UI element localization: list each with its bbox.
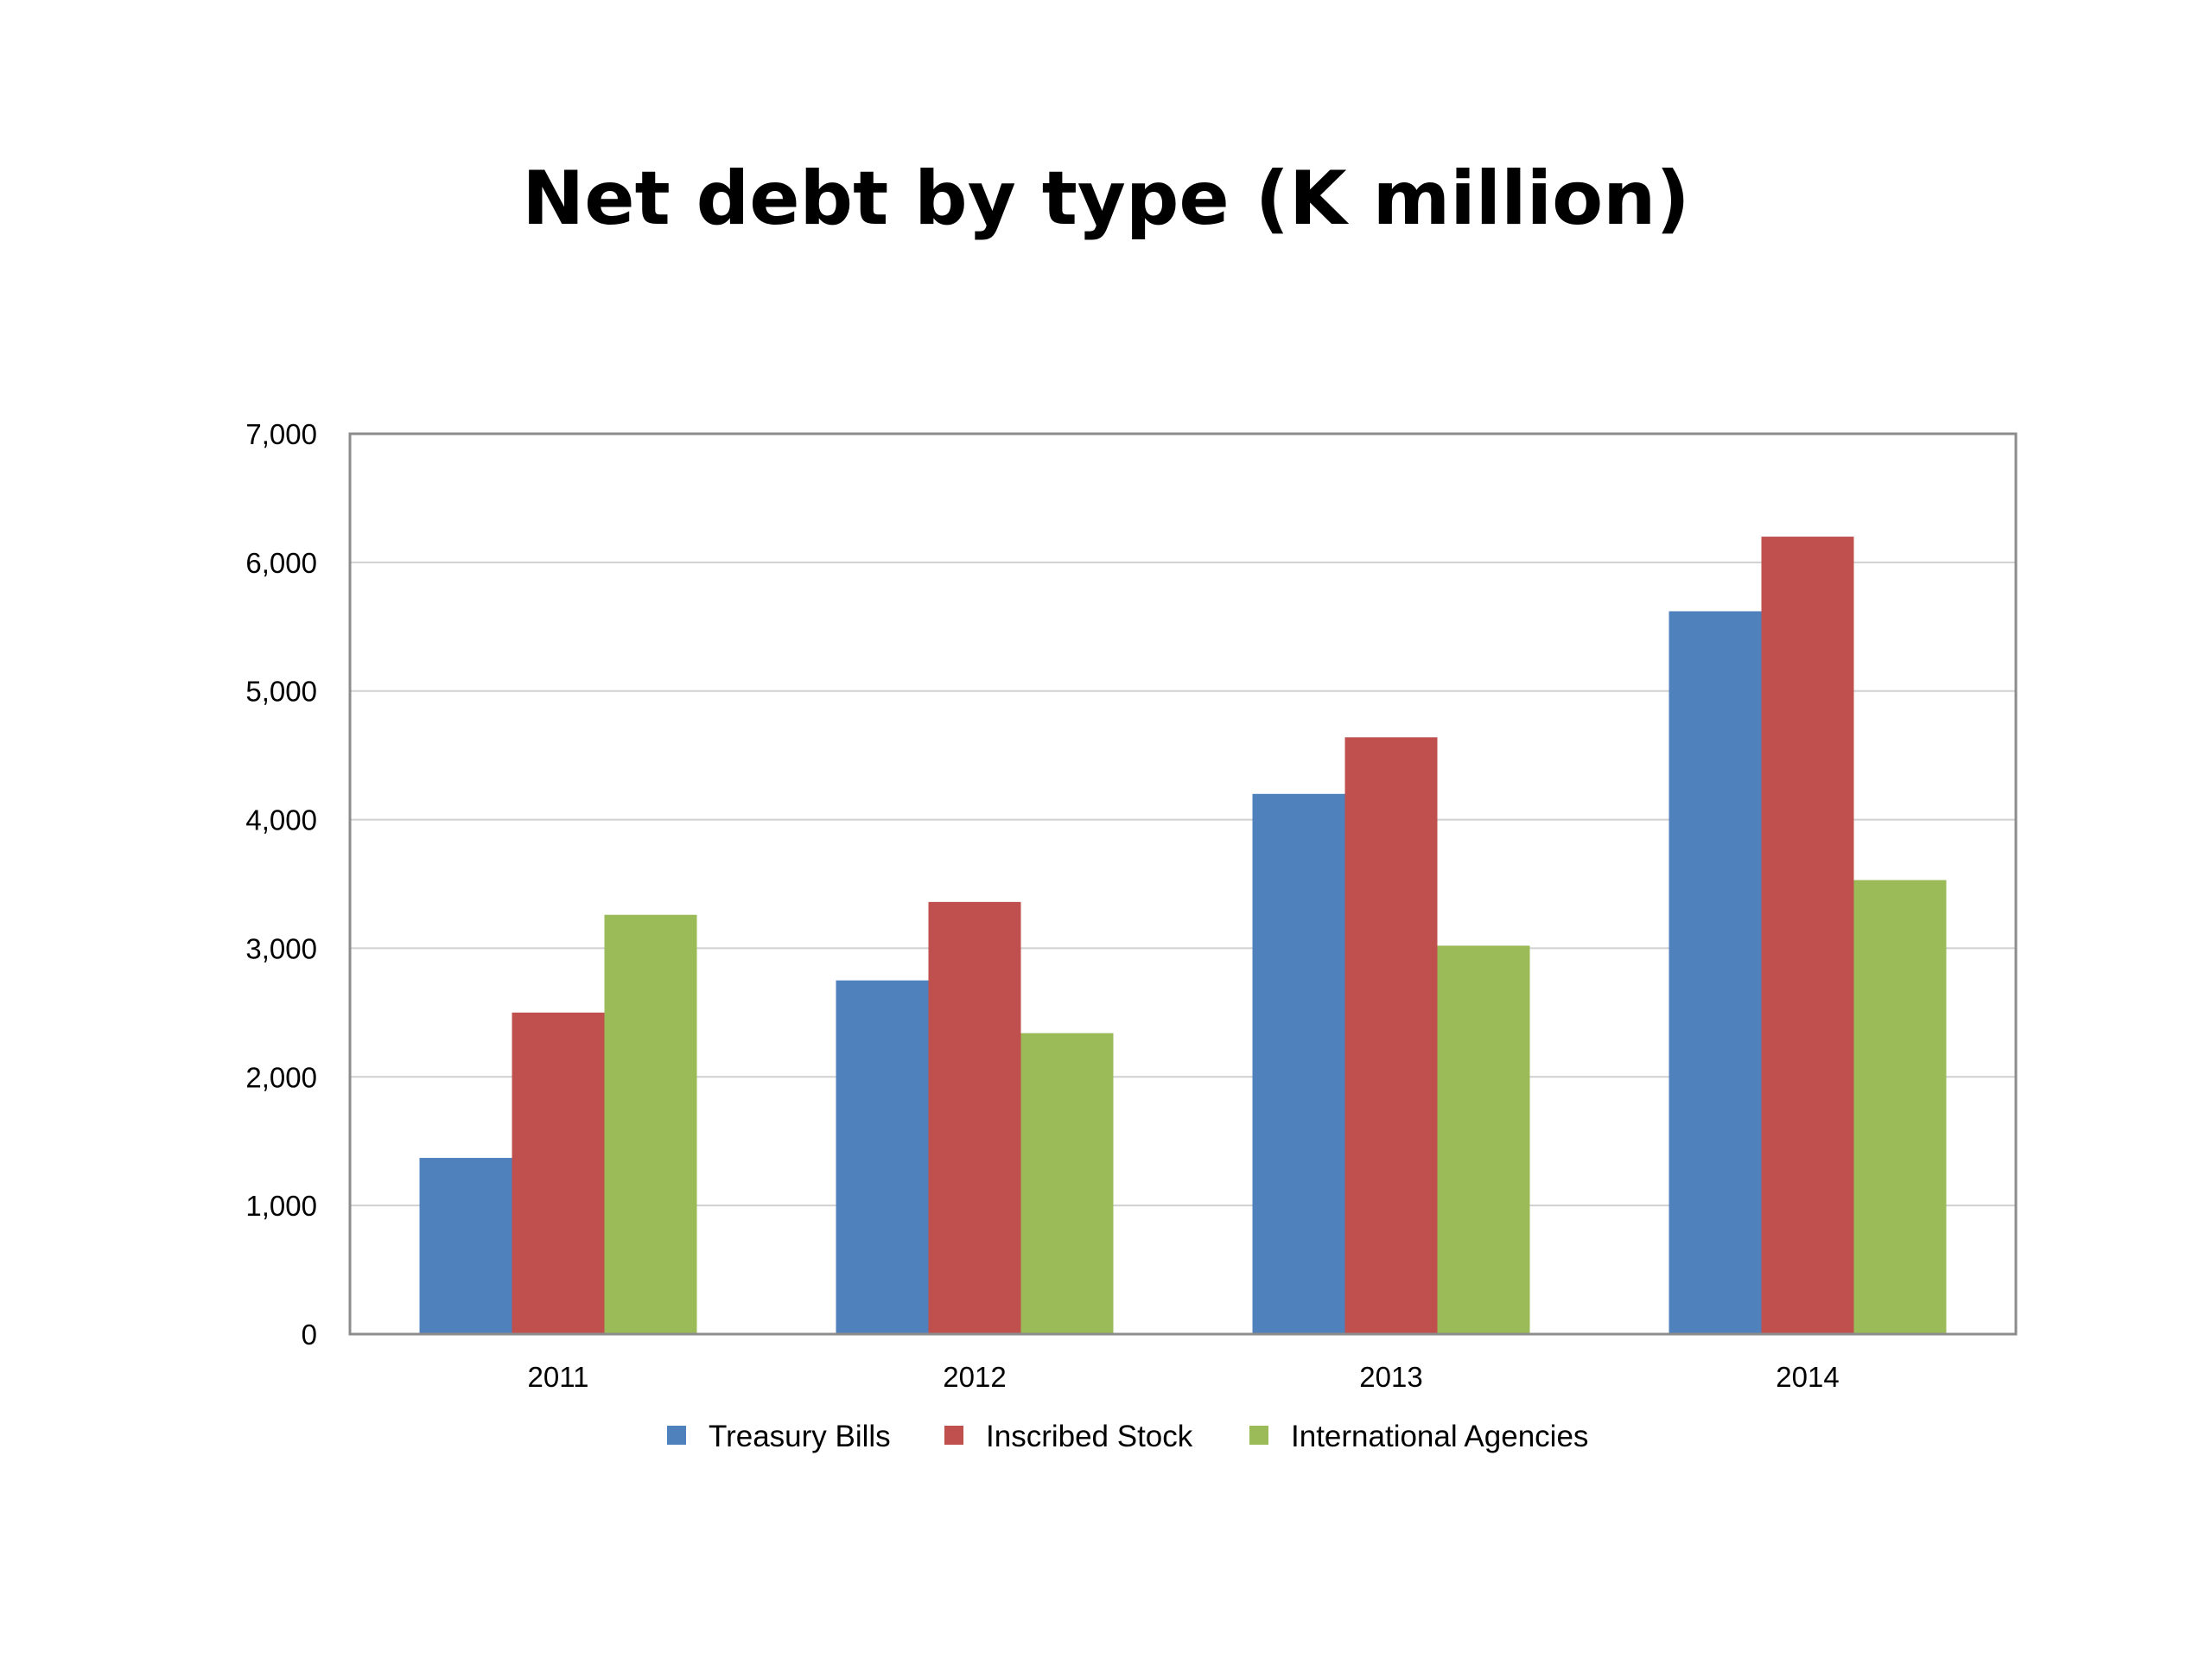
bar-treasury-bills-2014: [1669, 611, 1762, 1334]
y-tick-label: 7,000: [245, 418, 317, 450]
legend-swatch: [944, 1426, 963, 1445]
legend-label: International Agencies: [1291, 1420, 1588, 1453]
x-tick-label: 2011: [528, 1361, 589, 1393]
bar-inscribed-stock-2014: [1761, 537, 1854, 1334]
bar-inscribed-stock-2012: [928, 901, 1021, 1334]
legend-label: Treasury Bills: [709, 1420, 891, 1453]
x-tick-label: 2013: [1359, 1361, 1422, 1393]
y-tick-label: 6,000: [245, 547, 317, 579]
bar-international-agencies-2013: [1437, 945, 1530, 1334]
legend-swatch: [667, 1426, 686, 1445]
y-tick-label: 3,000: [245, 932, 317, 964]
bar-inscribed-stock-2013: [1344, 737, 1438, 1334]
bar-treasury-bills-2011: [419, 1158, 512, 1334]
bar-treasury-bills-2013: [1252, 793, 1345, 1334]
bars: [419, 537, 1947, 1334]
y-tick-label: 5,000: [245, 676, 317, 708]
bar-international-agencies-2014: [1853, 880, 1947, 1334]
legend-label: Inscribed Stock: [986, 1420, 1193, 1453]
legend: Treasury Bills Inscribed Stock Internation…: [667, 1420, 1588, 1453]
y-tick-label: 4,000: [245, 804, 317, 836]
bar-treasury-bills-2012: [836, 980, 929, 1334]
x-tick-label: 2014: [1776, 1361, 1839, 1393]
y-tick-label: 0: [302, 1319, 317, 1351]
y-tick-label: 1,000: [245, 1190, 317, 1222]
bar-international-agencies-2011: [604, 914, 697, 1334]
x-tick-label: 2012: [943, 1361, 1006, 1393]
y-tick-label: 2,000: [245, 1061, 317, 1093]
chart-title: Net debt by type (K million): [522, 156, 1690, 242]
bar-inscribed-stock-2011: [512, 1012, 605, 1334]
y-axis-tick-labels: 0 1,000 2,000 3,000 4,000 5,000 6,000 7,000: [245, 418, 317, 1351]
legend-swatch: [1249, 1426, 1268, 1445]
bar-international-agencies-2012: [1020, 1033, 1114, 1334]
x-axis-tick-labels: 2011 2012 2013 2014: [528, 1361, 1840, 1393]
